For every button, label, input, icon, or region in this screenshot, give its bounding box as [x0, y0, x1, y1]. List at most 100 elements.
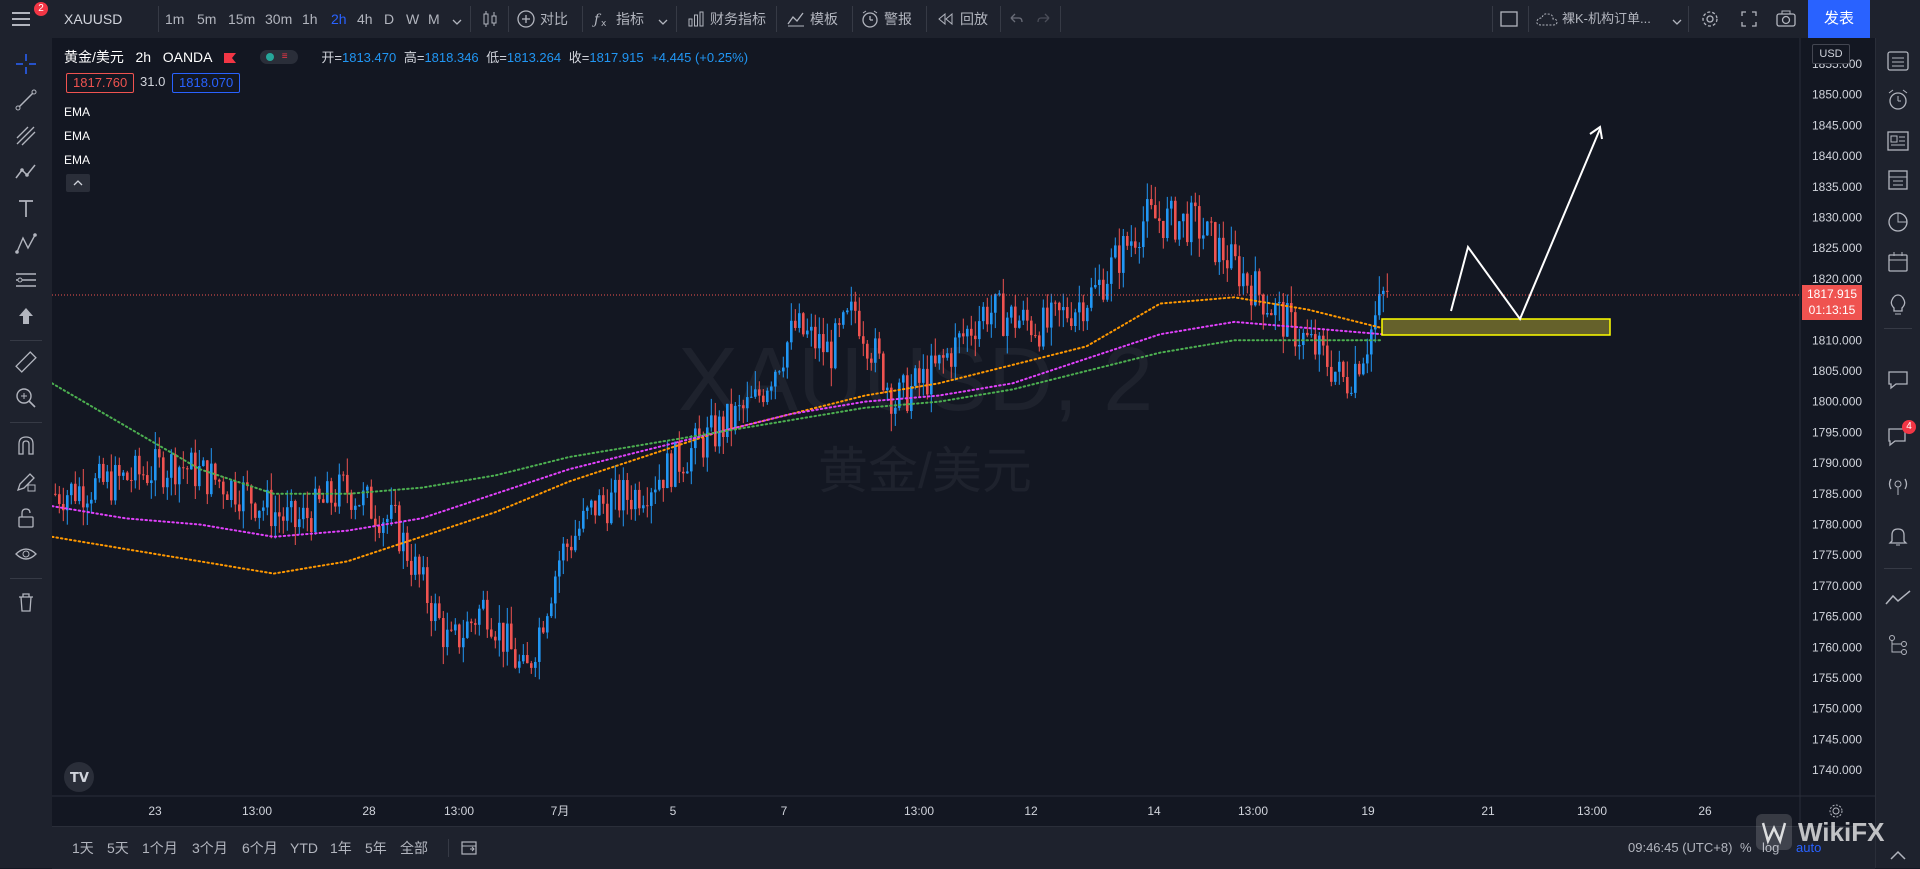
eye-icon[interactable] [14, 542, 38, 566]
position-tool-icon[interactable] [14, 268, 38, 292]
more-chevron-icon[interactable] [1888, 848, 1908, 864]
crosshair-icon[interactable] [14, 52, 38, 76]
replay-button[interactable]: 回放 [960, 11, 988, 27]
support-zone[interactable] [1381, 318, 1611, 336]
ema-long-line[interactable] [52, 339, 1383, 495]
financials-button[interactable]: 财务指标 [710, 11, 766, 27]
range-8[interactable]: 全部 [400, 840, 428, 856]
financials-icon[interactable] [686, 9, 706, 29]
alert-button[interactable]: 警报 [884, 11, 912, 27]
interval-2h[interactable]: 2h [331, 11, 347, 27]
ema-label-3[interactable]: EMA [64, 153, 91, 167]
redo-icon[interactable] [1036, 11, 1052, 27]
watchlist-icon[interactable] [1886, 50, 1910, 72]
auto-toggle[interactable]: auto [1796, 840, 1822, 855]
symbol-search[interactable]: XAUUSD [64, 11, 123, 27]
tradingview-logo-icon[interactable]: TV [64, 762, 94, 792]
undo-icon[interactable] [1008, 11, 1024, 27]
compare-button[interactable]: 对比 [540, 11, 568, 27]
log-toggle[interactable]: log [1762, 840, 1780, 855]
pattern-tool-icon[interactable] [14, 160, 38, 184]
interval-W[interactable]: W [406, 11, 420, 27]
interval-1h[interactable]: 1h [302, 11, 318, 27]
goto-date-icon[interactable] [460, 839, 478, 857]
ema-label-2[interactable]: EMA [64, 129, 91, 143]
fullscreen-icon[interactable] [1740, 10, 1758, 28]
indicators-button[interactable]: 指标 [616, 11, 644, 27]
object-tree-icon[interactable] [1886, 632, 1910, 656]
news-icon[interactable] [1886, 130, 1910, 152]
layout-square-icon[interactable] [1500, 11, 1518, 27]
range-5[interactable]: YTD [290, 840, 318, 856]
visibility-toggle[interactable]: ≡ [259, 50, 298, 64]
ema-short-line[interactable] [52, 296, 1383, 575]
range-3[interactable]: 3个月 [192, 840, 228, 856]
trash-icon[interactable] [14, 590, 38, 614]
candle-body [70, 483, 73, 496]
layout-name[interactable]: 裸K-机构订单... [1562, 11, 1651, 26]
interval-5m[interactable]: 5m [197, 11, 217, 27]
range-4[interactable]: 6个月 [242, 840, 278, 856]
range-7[interactable]: 5年 [365, 840, 387, 856]
candle-body [958, 333, 961, 338]
ruler-icon[interactable] [14, 350, 38, 374]
templates-button[interactable]: 模板 [810, 11, 838, 27]
pencil-lock-icon[interactable] [14, 470, 38, 494]
range-1[interactable]: 5天 [107, 840, 129, 856]
broadcast-icon[interactable] [1886, 474, 1910, 498]
data-window-icon[interactable] [1886, 168, 1910, 192]
interval-1m[interactable]: 1m [165, 11, 185, 27]
clock-timezone[interactable]: 09:46:45 (UTC+8) [1628, 840, 1733, 855]
candle-body [646, 505, 649, 507]
projection-arrow[interactable] [1450, 128, 1601, 322]
interval-dropdown-icon[interactable] [452, 14, 462, 25]
interval-15m[interactable]: 15m [228, 11, 256, 27]
candle-body [690, 448, 693, 472]
percent-toggle[interactable]: % [1740, 840, 1752, 855]
indicators-dropdown-icon[interactable] [658, 14, 668, 25]
ema-label-1[interactable]: EMA [64, 105, 91, 119]
interval-D[interactable]: D [384, 11, 395, 27]
arrow-up-icon[interactable] [14, 304, 38, 328]
alert-clock-icon[interactable] [860, 9, 880, 29]
flag-icon[interactable] [224, 51, 237, 63]
calendar-icon[interactable] [1886, 250, 1910, 274]
candle-style-icon[interactable] [480, 9, 500, 29]
candle-body [1022, 309, 1025, 321]
compare-plus-icon[interactable] [516, 9, 536, 29]
menu-icon[interactable] [12, 10, 32, 28]
trading-panel-icon[interactable] [1884, 588, 1912, 608]
range-2[interactable]: 1个月 [142, 840, 178, 856]
text-tool-icon[interactable] [14, 196, 38, 220]
collapse-legend-icon[interactable] [66, 174, 90, 192]
alarm-clock-icon[interactable] [1886, 88, 1910, 112]
price-chart[interactable]: XAUUSD, 2 黄金/美元 1855.0001850.0001845.000… [52, 38, 1875, 826]
publish-button[interactable]: 发表 [1808, 0, 1870, 38]
layout-dropdown-icon[interactable] [1672, 14, 1682, 25]
settings-gear-icon[interactable] [1700, 9, 1720, 29]
zoom-icon[interactable] [14, 386, 38, 410]
ask-price-box[interactable]: 1818.070 [172, 73, 241, 93]
currency-selector[interactable]: USD [1812, 44, 1850, 64]
notifications-bell-icon[interactable] [1886, 524, 1910, 548]
fib-tool-icon[interactable] [14, 124, 38, 148]
templates-icon[interactable] [786, 9, 806, 29]
chat-icon[interactable] [1886, 368, 1910, 392]
hotlists-icon[interactable] [1886, 210, 1910, 234]
legend-name[interactable]: 黄金/美元 [64, 49, 124, 65]
range-6[interactable]: 1年 [330, 840, 352, 856]
interval-4h[interactable]: 4h [357, 11, 373, 27]
replay-icon[interactable] [936, 11, 956, 27]
bid-price-box[interactable]: 1817.760 [66, 73, 135, 93]
interval-M[interactable]: M [428, 11, 440, 27]
trend-line-icon[interactable] [14, 88, 38, 112]
projection-tool-icon[interactable] [14, 232, 38, 256]
range-0[interactable]: 1天 [72, 840, 94, 856]
magnet-icon[interactable] [14, 434, 38, 458]
camera-icon[interactable] [1776, 10, 1796, 28]
ideas-bulb-icon[interactable] [1886, 292, 1910, 316]
interval-30m[interactable]: 30m [265, 11, 293, 27]
lock-icon[interactable] [14, 506, 38, 530]
axis-settings-icon[interactable] [1828, 803, 1844, 819]
